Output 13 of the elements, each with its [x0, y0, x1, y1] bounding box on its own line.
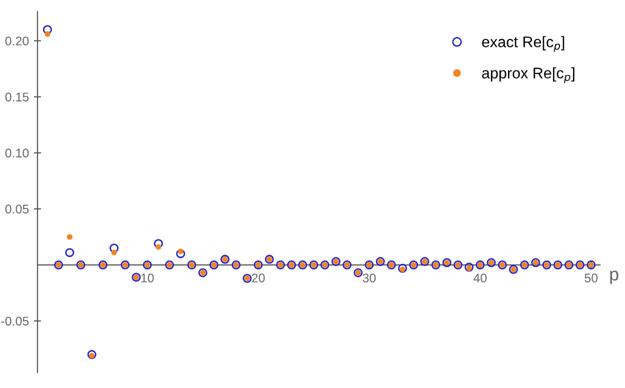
x-tick-label: 30: [362, 274, 376, 282]
y-tick-label: 0.20: [5, 36, 29, 46]
y-tick-label: -0.05: [1, 316, 29, 326]
x-tick-label: 50: [584, 274, 598, 282]
y-tick-label: 0.15: [5, 92, 29, 102]
y-tick-label: 0.10: [5, 148, 29, 158]
x-tick-label: 20: [252, 274, 265, 282]
legend-label: exact Re[c$_{p}$]: [482, 36, 564, 52]
x-tick-label: 10: [141, 274, 154, 282]
y-tick-label: 0.05: [5, 204, 29, 214]
x-tick-label: 40: [474, 274, 487, 282]
legend-label: approx Re[c$_{p}$]: [482, 67, 574, 84]
x-axis-title: p: [610, 270, 618, 284]
